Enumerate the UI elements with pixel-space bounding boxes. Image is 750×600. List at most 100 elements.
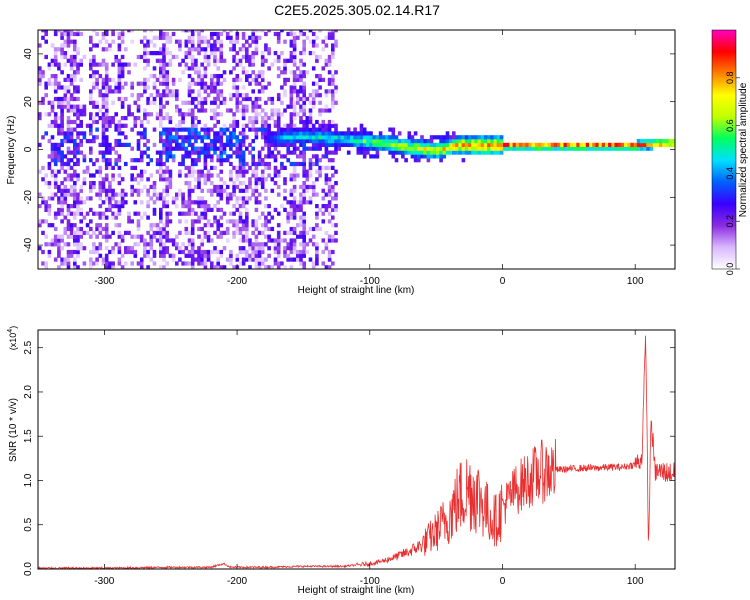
spectrogram-cell bbox=[92, 242, 96, 247]
spectrogram-cell bbox=[302, 226, 306, 232]
spectrogram-cell bbox=[420, 154, 424, 159]
spectrogram-cell bbox=[229, 211, 233, 216]
spectrogram-cell bbox=[63, 196, 68, 201]
spectrogram-cell bbox=[139, 54, 144, 60]
spectrogram-cell bbox=[238, 146, 243, 151]
spectrogram-cell bbox=[133, 200, 138, 205]
spectrogram-cell bbox=[331, 30, 335, 33]
spectrogram-cell bbox=[283, 142, 287, 147]
spectrogram-cell bbox=[232, 131, 236, 136]
spectrogram-cell bbox=[146, 249, 150, 255]
spectrogram-cell bbox=[76, 123, 80, 128]
spectrogram-cell bbox=[187, 30, 192, 33]
spectrogram-cell bbox=[104, 77, 109, 82]
spectrogram-cell bbox=[280, 70, 284, 75]
spectrogram-cell bbox=[229, 261, 233, 266]
spectrogram-cell bbox=[203, 85, 208, 90]
spectrogram-cell bbox=[210, 89, 214, 94]
spectrogram-cell bbox=[292, 161, 297, 167]
spectrogram-cell bbox=[69, 127, 74, 132]
spectrogram-cell bbox=[159, 234, 163, 239]
spectrogram-cell bbox=[394, 139, 399, 144]
spectrogram-cell bbox=[66, 188, 71, 193]
spectrogram-cell bbox=[362, 150, 367, 155]
spectrogram-cell bbox=[318, 30, 322, 33]
colorbar-ticks: 0.00.20.40.60.8 bbox=[725, 72, 740, 275]
spectrogram-cell bbox=[41, 35, 45, 40]
spectrogram-cell bbox=[203, 200, 208, 205]
spectrogram-cell bbox=[452, 131, 456, 136]
spectrogram-cell bbox=[146, 119, 150, 125]
spectrogram-cell bbox=[219, 249, 224, 255]
spectrogram-cell bbox=[238, 154, 243, 159]
spectrogram-cell bbox=[190, 257, 195, 262]
spectrogram-cell bbox=[305, 96, 310, 102]
spectrogram-cell bbox=[283, 66, 287, 71]
spectrogram-cell bbox=[276, 169, 281, 174]
spectrogram-cell bbox=[257, 81, 262, 86]
spectrogram-cell bbox=[213, 96, 217, 102]
spectrogram-cell bbox=[334, 89, 338, 94]
spectrogram-cell bbox=[69, 104, 74, 109]
spectrogram-cell bbox=[89, 127, 93, 132]
spectrogram-cell bbox=[197, 226, 201, 232]
spectrogram-cell bbox=[168, 211, 173, 216]
spectrogram-cell bbox=[289, 135, 294, 140]
spectrogram-cell bbox=[162, 234, 166, 239]
spectrogram-cell bbox=[302, 123, 306, 128]
spectrogram-cell bbox=[413, 150, 418, 155]
spectrogram-cell bbox=[308, 108, 313, 113]
spectrogram-cell bbox=[57, 265, 61, 269]
spectrogram-cell bbox=[359, 146, 364, 151]
spectrogram-cell bbox=[439, 150, 443, 155]
spectrogram-cell bbox=[213, 112, 217, 117]
spectrogram-cell bbox=[276, 31, 281, 37]
spectrogram-cell bbox=[162, 257, 166, 262]
spectrogram-cell bbox=[197, 30, 201, 33]
spectrogram-cell bbox=[104, 30, 109, 33]
spectrogram-cell bbox=[378, 146, 383, 151]
spectrogram-cell bbox=[289, 249, 294, 255]
spectrogram-cell bbox=[299, 89, 303, 94]
spectrogram-cell bbox=[108, 158, 112, 163]
spectrogram-cell bbox=[292, 39, 297, 44]
spectrogram-cell bbox=[289, 207, 294, 212]
spectrogram-cell bbox=[66, 39, 71, 44]
spectrogram-cell bbox=[238, 108, 243, 113]
spectrogram-cell bbox=[375, 150, 380, 155]
spectrogram-cell bbox=[436, 135, 440, 140]
spectrogram-cell bbox=[133, 211, 138, 216]
spectrogram-cell bbox=[649, 139, 654, 144]
spectrogram-cell bbox=[76, 196, 80, 201]
spectrogram-cell bbox=[197, 249, 201, 255]
spectrogram-cell bbox=[219, 81, 224, 86]
spectrogram-cell bbox=[267, 139, 271, 144]
spectrogram-cell bbox=[315, 135, 319, 140]
spectrogram-cell bbox=[143, 184, 147, 190]
spectrogram-cell bbox=[66, 100, 71, 105]
spectrogram-cell bbox=[117, 249, 122, 255]
spectrogram-cell bbox=[343, 142, 348, 147]
spectrogram-cell bbox=[292, 146, 297, 151]
spectrogram-cell bbox=[232, 181, 236, 186]
spectrogram-cell bbox=[216, 39, 220, 44]
spectrogram-cell bbox=[200, 173, 204, 178]
spectrogram-cell bbox=[302, 169, 306, 174]
spectrogram-cell bbox=[66, 127, 71, 132]
spectrogram-cell bbox=[264, 127, 268, 132]
spectrogram-cell bbox=[197, 158, 201, 163]
spectrogram-cell bbox=[136, 93, 141, 98]
spectrogram-cell bbox=[69, 230, 74, 235]
spectrogram-cell bbox=[200, 96, 204, 102]
spectrogram-cell bbox=[276, 230, 281, 235]
spectrogram-cell bbox=[397, 146, 402, 151]
spectrogram-cell bbox=[321, 188, 326, 193]
spectrogram-cell bbox=[162, 230, 166, 235]
spectrogram-cell bbox=[178, 188, 182, 193]
spectrogram-cell bbox=[76, 207, 80, 212]
spectrogram-cell bbox=[165, 35, 169, 40]
spectrogram-cell bbox=[79, 211, 83, 216]
spectrogram-cell bbox=[315, 93, 319, 98]
spectrogram-cell bbox=[69, 249, 74, 255]
spectrogram-cell bbox=[155, 89, 160, 94]
